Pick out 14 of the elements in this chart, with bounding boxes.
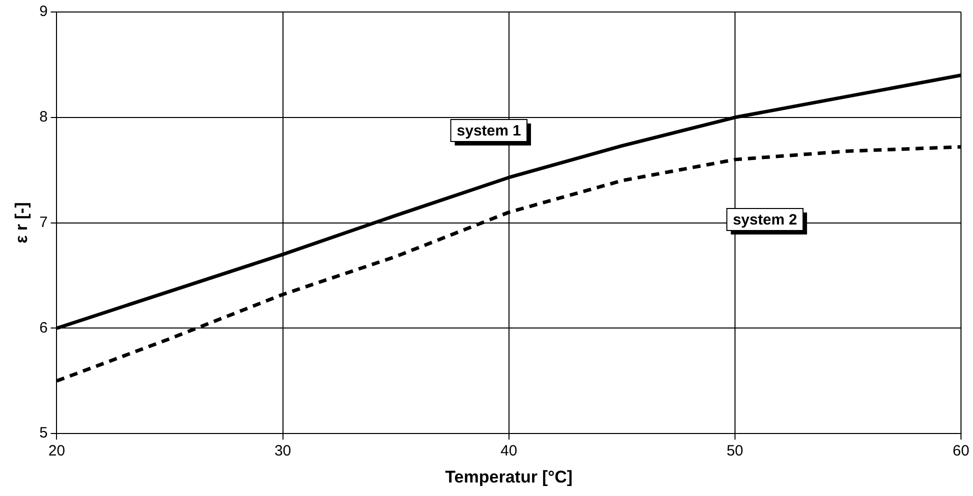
x-tick-label: 50 (726, 442, 744, 460)
y-tick-label: 5 (39, 424, 48, 442)
y-tick-label: 9 (39, 3, 48, 20)
y-axis-title: ε r [-] (12, 202, 31, 244)
x-tick-label: 60 (952, 442, 970, 460)
x-tick-label: 30 (274, 442, 292, 460)
text: system 2 (732, 212, 798, 229)
x-axis-title: Temperatur [°C] (445, 467, 573, 486)
y-tick-label: 8 (39, 108, 48, 126)
text: system 1 (456, 122, 521, 140)
x-tick-label: 20 (48, 442, 66, 460)
y-tick-label: 6 (39, 319, 48, 336)
y-tick-label: 7 (39, 214, 48, 231)
x-tick-label: 40 (500, 442, 518, 460)
